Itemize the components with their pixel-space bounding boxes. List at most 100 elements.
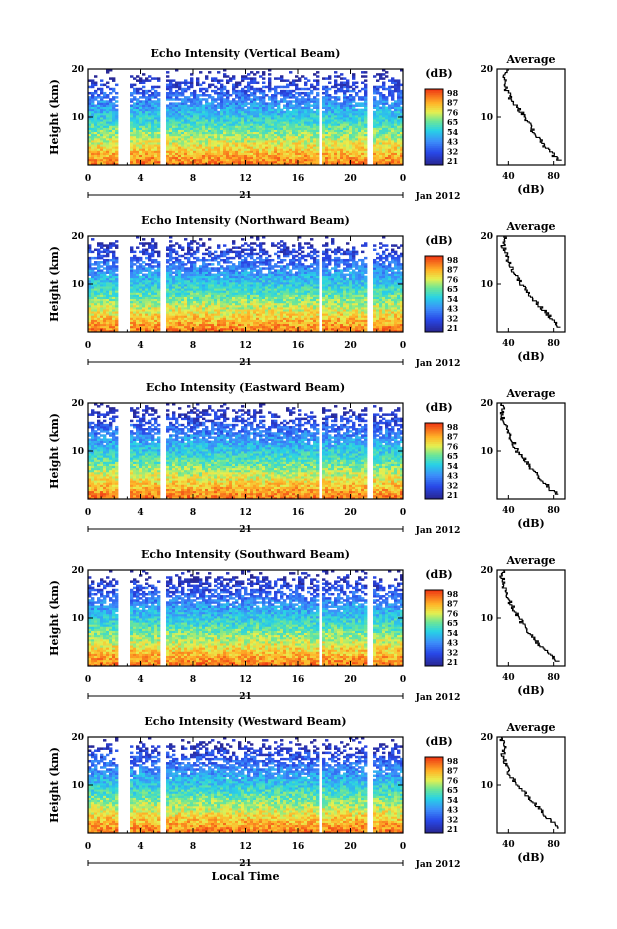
heatmap-cell bbox=[322, 119, 326, 122]
heatmap-cell bbox=[292, 158, 296, 162]
heatmap-cell bbox=[142, 73, 146, 76]
heatmap-cell bbox=[364, 71, 368, 74]
heatmap-cell bbox=[310, 123, 314, 126]
heatmap-cell bbox=[334, 71, 338, 74]
heatmap-cell bbox=[352, 150, 356, 153]
heatmap-cell bbox=[322, 117, 326, 120]
heatmap-cell bbox=[205, 160, 209, 164]
heatmap-cell bbox=[304, 160, 308, 164]
heatmap-cell bbox=[193, 114, 197, 118]
heatmap-cell bbox=[97, 148, 101, 151]
heatmap-cell bbox=[241, 156, 245, 160]
heatmap-cell bbox=[232, 87, 236, 91]
heatmap-cell bbox=[322, 150, 326, 153]
heatmap-cell bbox=[238, 123, 242, 126]
heatmap-cell bbox=[181, 110, 185, 114]
heatmap-cell bbox=[175, 102, 179, 105]
heatmap-cell bbox=[388, 131, 392, 135]
heatmap-cell bbox=[280, 150, 284, 153]
heatmap-cell bbox=[250, 160, 254, 164]
heatmap-cell bbox=[142, 123, 146, 126]
heatmap-cell bbox=[151, 96, 155, 99]
heatmap-cell bbox=[283, 129, 287, 133]
heatmap-cell bbox=[391, 158, 395, 162]
heatmap-cell bbox=[331, 125, 335, 128]
heatmap-cell bbox=[166, 156, 170, 160]
heatmap-cell bbox=[322, 146, 326, 149]
heatmap-cell bbox=[247, 158, 251, 162]
heatmap-cell bbox=[304, 139, 308, 143]
heatmap-cell bbox=[256, 137, 260, 141]
heatmap-cell bbox=[136, 162, 140, 166]
heatmap-cell bbox=[241, 75, 245, 78]
heatmap-cell bbox=[271, 154, 275, 158]
heatmap-cell bbox=[187, 133, 191, 137]
heatmap-cell bbox=[343, 119, 347, 122]
heatmap-cell bbox=[295, 102, 299, 105]
heatmap-cell bbox=[151, 142, 155, 145]
heatmap-cell bbox=[169, 154, 173, 158]
heatmap-cell bbox=[295, 150, 299, 153]
heatmap-cell bbox=[145, 96, 149, 99]
heatmap-cell bbox=[172, 123, 176, 126]
heatmap-cell bbox=[388, 127, 392, 130]
heatmap-cell bbox=[220, 104, 224, 107]
heatmap-cell bbox=[103, 119, 107, 122]
heatmap-cell bbox=[190, 160, 194, 164]
heatmap-cell bbox=[235, 142, 239, 145]
heatmap-cell bbox=[262, 89, 266, 93]
heatmap-cell bbox=[397, 104, 401, 107]
heatmap-cell bbox=[295, 162, 299, 166]
heatmap-cell bbox=[220, 123, 224, 126]
heatmap-cell bbox=[322, 102, 326, 105]
heatmap-cell bbox=[169, 114, 173, 118]
heatmap-cell bbox=[211, 158, 215, 162]
heatmap-cell bbox=[400, 133, 404, 137]
heatmap-cell bbox=[304, 144, 308, 147]
heatmap-cell bbox=[133, 142, 137, 145]
heatmap-cell bbox=[133, 98, 137, 101]
heatmap-cell bbox=[235, 85, 239, 89]
heatmap-cell bbox=[325, 91, 329, 95]
heatmap-cell bbox=[259, 110, 263, 114]
heatmap-cell bbox=[184, 142, 188, 145]
heatmap-cell bbox=[196, 117, 200, 120]
heatmap-cell bbox=[193, 94, 197, 97]
heatmap-cell bbox=[355, 133, 359, 137]
panel-title: Echo Intensity (Vertical Beam) bbox=[150, 47, 340, 60]
heatmap-cell bbox=[271, 152, 275, 155]
heatmap-cell bbox=[358, 142, 362, 145]
heatmap-cell bbox=[271, 127, 275, 130]
heatmap-cell bbox=[349, 112, 353, 116]
heatmap-cell bbox=[136, 89, 140, 93]
heatmap-cell bbox=[364, 139, 368, 143]
heatmap-cell bbox=[286, 162, 290, 166]
heatmap-cell bbox=[283, 160, 287, 164]
heatmap-cell bbox=[157, 100, 161, 103]
heatmap-cell bbox=[142, 102, 146, 105]
heatmap-cell bbox=[340, 117, 344, 120]
heatmap-cell bbox=[355, 91, 359, 95]
heatmap-cell bbox=[238, 156, 242, 160]
heatmap-cell bbox=[349, 98, 353, 101]
heatmap-cell bbox=[250, 127, 254, 130]
heatmap-cell bbox=[379, 85, 383, 89]
heatmap-cell bbox=[193, 158, 197, 162]
heatmap-cell bbox=[259, 75, 263, 78]
heatmap-cell bbox=[337, 160, 341, 164]
heatmap-cell bbox=[361, 119, 365, 122]
heatmap-cell bbox=[142, 152, 146, 155]
heatmap-cell bbox=[205, 144, 209, 147]
heatmap-cell bbox=[313, 104, 317, 107]
heatmap-cell bbox=[361, 71, 365, 74]
heatmap-cell bbox=[310, 85, 314, 89]
heatmap-cell bbox=[391, 125, 395, 128]
heatmap-cell bbox=[394, 87, 398, 91]
heatmap-cell bbox=[361, 139, 365, 143]
heatmap-cell bbox=[343, 125, 347, 128]
heatmap-cell bbox=[244, 144, 248, 147]
heatmap-cell bbox=[112, 110, 116, 114]
heatmap-cell bbox=[226, 91, 230, 95]
heatmap-cell bbox=[322, 142, 326, 145]
heatmap-cell bbox=[184, 102, 188, 105]
